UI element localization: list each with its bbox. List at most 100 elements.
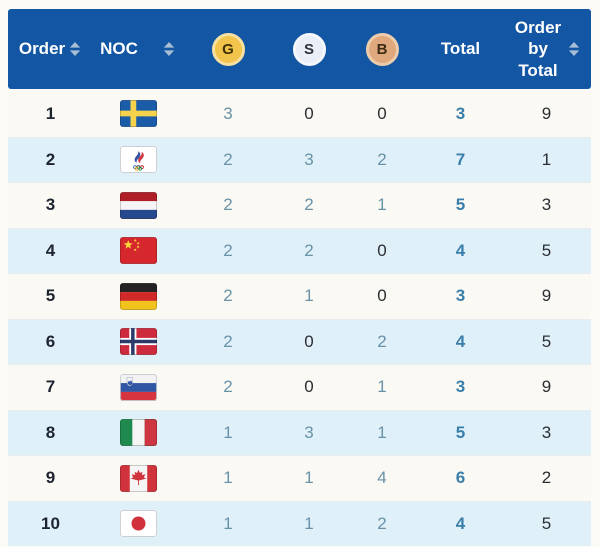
- total-header-label: Total: [440, 39, 481, 58]
- norway-flag-icon: [93, 328, 183, 356]
- column-header-total: Total: [419, 39, 502, 59]
- silver-count-cell: 0: [304, 377, 314, 397]
- slovenia-flag-icon: [93, 373, 183, 401]
- silver-count-cell: 0: [304, 103, 314, 123]
- total-count-cell: 5: [455, 422, 466, 442]
- sweden-flag-icon: [93, 100, 183, 128]
- order-cell: 10: [41, 513, 60, 533]
- gold-count-cell: 2: [223, 331, 233, 351]
- roc-flag-icon: [93, 146, 183, 174]
- total-count-cell: 5: [455, 195, 466, 215]
- order-by-total-cell: 5: [541, 240, 552, 260]
- gold-count-cell: 1: [223, 422, 233, 442]
- bronze-count-cell: 2: [377, 331, 387, 351]
- table-row: 7 2 0 1 3 9: [8, 364, 591, 410]
- total-count-cell: 3: [455, 103, 466, 123]
- silver-count-cell: 1: [304, 513, 314, 533]
- table-row: 5 2 1 0 3 9: [8, 273, 591, 319]
- gold-count-cell: 3: [223, 103, 233, 123]
- table-row: 6 2 0 2 4 5: [8, 318, 591, 364]
- order-cell: 6: [45, 331, 56, 351]
- gold-count-cell: 2: [223, 240, 233, 260]
- gold-count-cell: 2: [223, 286, 233, 306]
- table-header: Order NOC G S B Total Order by Total: [8, 9, 591, 89]
- sort-icon-noc[interactable]: [162, 41, 176, 57]
- order-cell: 3: [45, 195, 56, 215]
- order-by-total-cell: 1: [541, 149, 552, 169]
- total-count-cell: 4: [455, 240, 466, 260]
- silver-count-cell: 1: [304, 286, 314, 306]
- table-row: 9 1 1 4 6 2: [8, 455, 591, 501]
- order-by-total-cell: 3: [541, 422, 552, 442]
- column-header-gold: G: [183, 32, 273, 66]
- silver-count-cell: 2: [304, 195, 314, 215]
- column-header-silver: S: [273, 32, 345, 66]
- table-row: 2 2 3 2 7 1: [8, 136, 591, 182]
- order-cell: 9: [45, 468, 56, 488]
- germany-flag-icon: [93, 282, 183, 310]
- noc-header-label: NOC: [100, 39, 138, 58]
- order-cell: 1: [45, 103, 56, 123]
- order-cell: 2: [45, 149, 56, 169]
- sort-icon-order[interactable]: [68, 41, 82, 57]
- total-count-cell: 3: [455, 377, 466, 397]
- order-by-total-header-label: Order by Total: [514, 18, 562, 80]
- japan-flag-icon: [93, 510, 183, 538]
- gold-count-cell: 1: [223, 468, 233, 488]
- canada-flag-icon: [93, 464, 183, 492]
- total-count-cell: 3: [455, 286, 466, 306]
- silver-count-cell: 3: [304, 149, 314, 169]
- gold-count-cell: 2: [223, 149, 233, 169]
- silver-count-cell: 2: [304, 240, 314, 260]
- order-by-total-cell: 5: [541, 513, 552, 533]
- total-count-cell: 4: [455, 331, 466, 351]
- bronze-count-cell: 2: [377, 513, 387, 533]
- silver-count-cell: 3: [304, 422, 314, 442]
- order-cell: 5: [45, 286, 56, 306]
- silver-medal-icon: S: [292, 32, 326, 66]
- column-header-noc[interactable]: NOC: [93, 39, 183, 59]
- bronze-count-cell: 1: [377, 195, 387, 215]
- order-cell: 4: [45, 240, 56, 260]
- column-header-order[interactable]: Order: [8, 39, 93, 59]
- netherlands-flag-icon: [93, 191, 183, 219]
- order-by-total-cell: 9: [541, 103, 552, 123]
- table-row: 4 2 2 0 4 5: [8, 227, 591, 273]
- table-row: 1 3 0 0 3 9: [8, 91, 591, 137]
- order-by-total-cell: 9: [541, 377, 552, 397]
- bronze-count-cell: 4: [377, 468, 387, 488]
- column-header-order-by-total[interactable]: Order by Total: [502, 17, 591, 81]
- order-by-total-cell: 2: [541, 468, 552, 488]
- bronze-count-cell: 0: [377, 240, 387, 260]
- gold-medal-icon: G: [211, 32, 245, 66]
- order-by-total-cell: 9: [541, 286, 552, 306]
- medal-standings-table: Order NOC G S B Total Order by Total: [8, 9, 591, 546]
- total-count-cell: 7: [455, 149, 466, 169]
- order-cell: 7: [45, 377, 56, 397]
- gold-count-cell: 1: [223, 513, 233, 533]
- order-cell: 8: [45, 422, 56, 442]
- total-count-cell: 6: [455, 468, 466, 488]
- bronze-count-cell: 1: [377, 377, 387, 397]
- bronze-medal-icon: B: [365, 32, 399, 66]
- order-by-total-cell: 5: [541, 331, 552, 351]
- order-by-total-cell: 3: [541, 195, 552, 215]
- bronze-count-cell: 2: [377, 149, 387, 169]
- bronze-count-cell: 0: [377, 103, 387, 123]
- italy-flag-icon: [93, 419, 183, 447]
- sort-icon-order-by-total[interactable]: [567, 41, 581, 57]
- total-count-cell: 4: [455, 513, 466, 533]
- table-row: 3 2 2 1 5 3: [8, 182, 591, 228]
- table-row: 10 1 1 2 4 5: [8, 500, 591, 546]
- china-flag-icon: [93, 237, 183, 265]
- gold-count-cell: 2: [223, 195, 233, 215]
- table-row: 8 1 3 1 5 3: [8, 409, 591, 455]
- order-header-label: Order: [18, 39, 66, 58]
- silver-count-cell: 0: [304, 331, 314, 351]
- bronze-count-cell: 1: [377, 422, 387, 442]
- gold-count-cell: 2: [223, 377, 233, 397]
- bronze-count-cell: 0: [377, 286, 387, 306]
- silver-count-cell: 1: [304, 468, 314, 488]
- column-header-bronze: B: [345, 32, 419, 66]
